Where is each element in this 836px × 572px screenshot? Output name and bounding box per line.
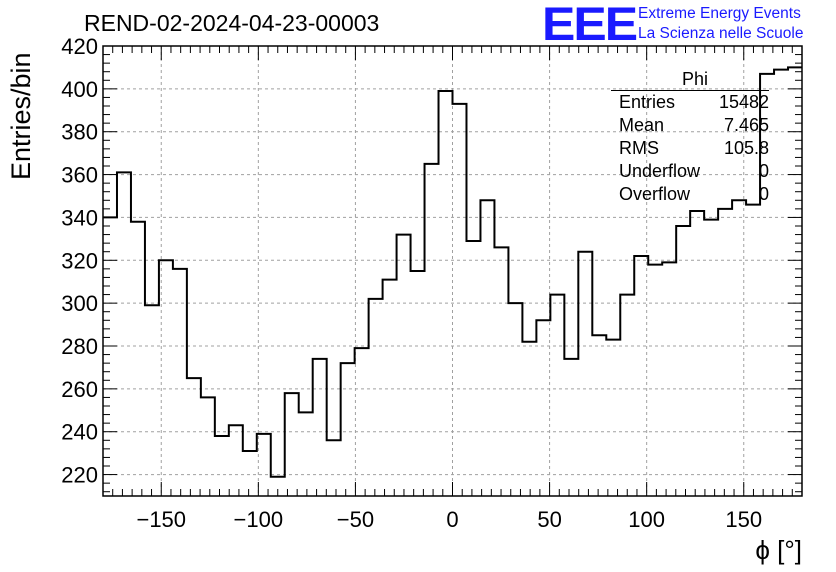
histogram-bin — [536, 320, 550, 496]
x-tick-label: −50 — [337, 507, 374, 532]
histogram-bin — [103, 217, 117, 496]
histogram-bin — [355, 348, 369, 496]
stats-label: RMS — [619, 138, 659, 158]
stats-row-underflow: Underflow 0 — [611, 160, 769, 183]
stats-label: Overflow — [619, 184, 691, 204]
histogram-bin — [229, 425, 243, 496]
histogram-bin — [187, 378, 201, 496]
histogram-bin — [145, 305, 159, 496]
histogram-bin — [508, 303, 522, 496]
histogram-bin — [578, 252, 592, 496]
histogram-bin — [648, 265, 662, 496]
stats-value: 105.8 — [723, 138, 769, 158]
histogram-bin — [480, 200, 494, 496]
histogram-bin — [257, 434, 271, 496]
histogram-bin — [453, 104, 467, 496]
histogram-bin — [522, 342, 536, 496]
y-tick-label: 380 — [61, 120, 98, 145]
histogram-bin — [466, 241, 480, 496]
histogram-bin — [606, 340, 620, 496]
chart-title: REND-02-2024-04-23-00003 — [84, 10, 380, 36]
histogram-bin — [564, 359, 578, 496]
stats-row-overflow: Overflow 0 — [611, 183, 769, 206]
stats-value: 0 — [758, 161, 769, 181]
histogram-bin — [159, 260, 173, 496]
histogram-bin — [550, 295, 564, 496]
x-tick-label: 0 — [446, 507, 458, 532]
stats-label: Mean — [619, 115, 665, 135]
stats-label: Underflow — [619, 161, 701, 181]
histogram-bin — [494, 247, 508, 496]
logo-line-2: La Scienza nelle Scuole — [638, 25, 804, 42]
histogram-bin — [201, 397, 215, 496]
histogram-bin — [243, 451, 257, 496]
histogram-bin — [299, 412, 313, 496]
histogram-bin — [383, 280, 397, 496]
y-tick-label: 320 — [61, 248, 98, 273]
histogram-bin — [369, 299, 383, 496]
y-tick-label: 280 — [61, 334, 98, 359]
y-tick-label: 300 — [61, 291, 98, 316]
histogram-outline — [103, 66, 802, 478]
histogram-bin — [746, 205, 760, 496]
stats-row-rms: RMS 105.8 — [611, 137, 769, 160]
y-tick-label: 340 — [61, 205, 98, 230]
histogram-bin — [690, 211, 704, 496]
histogram-bin — [117, 172, 131, 496]
stats-label: Entries — [619, 92, 676, 112]
x-tick-label: 100 — [628, 507, 665, 532]
histogram-bin — [620, 295, 634, 496]
histogram-bin — [774, 70, 788, 496]
histogram-bin — [285, 393, 299, 496]
stats-value: 15482 — [718, 92, 769, 112]
y-tick-label: 220 — [61, 463, 98, 488]
histogram-bin — [732, 200, 746, 496]
histogram-bin — [327, 440, 341, 496]
histogram-bin — [313, 359, 327, 496]
histogram-bin — [439, 91, 453, 496]
y-axis-label: Entries/bin — [6, 52, 36, 180]
histogram-bin — [397, 235, 411, 496]
logo-caption: Extreme Energy Events La Scienza nelle S… — [638, 4, 803, 44]
x-tick-label: 150 — [725, 507, 762, 532]
y-tick-label: 360 — [61, 163, 98, 188]
histogram-bin — [215, 436, 229, 496]
y-tick-label: 260 — [61, 377, 98, 402]
histogram-bin — [131, 222, 145, 496]
histogram-bin — [425, 164, 439, 496]
histogram-bin — [592, 335, 606, 496]
y-tick-label: 400 — [61, 77, 98, 102]
logo-line-1: Extreme Energy Events — [638, 5, 801, 22]
histogram-bin — [662, 262, 676, 496]
histogram-bin — [341, 363, 355, 496]
stats-value: 0 — [758, 184, 769, 204]
stats-value: 7.465 — [723, 115, 769, 135]
histogram-bin — [676, 226, 690, 496]
eee-logo: EEE — [542, 0, 638, 51]
stats-row-entries: Entries 15482 — [611, 91, 769, 114]
stats-title: Phi — [611, 68, 769, 91]
x-tick-label: −150 — [136, 507, 186, 532]
histogram-bin — [704, 220, 718, 496]
stats-row-mean: Mean 7.465 — [611, 114, 769, 137]
x-axis-label: ϕ [°] — [755, 535, 802, 565]
y-tick-label: 420 — [61, 34, 98, 59]
x-tick-label: −100 — [234, 507, 284, 532]
x-tick-label: 50 — [537, 507, 561, 532]
stats-box: Phi Entries 15482 Mean 7.465 RMS 105.8 U… — [611, 68, 769, 206]
histogram-bin — [173, 269, 187, 496]
histogram-bin — [411, 271, 425, 496]
histogram-bin — [718, 209, 732, 496]
histogram-bin — [634, 256, 648, 496]
y-tick-label: 240 — [61, 420, 98, 445]
